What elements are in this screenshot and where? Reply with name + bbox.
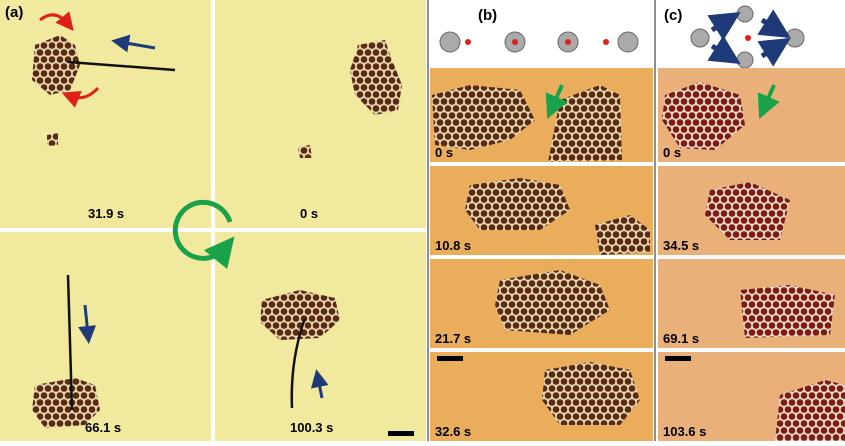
schematic-cluster: [691, 29, 709, 47]
time-label: 31.9 s: [88, 206, 124, 221]
schematic-particle: [512, 39, 518, 45]
scale-bar: [437, 356, 463, 361]
time-label: 0 s: [435, 145, 453, 160]
cluster: [542, 362, 640, 425]
tile: [215, 0, 426, 228]
schematic-cluster: [618, 32, 638, 52]
scale-bar: [388, 431, 414, 436]
schematic-cluster: [440, 32, 460, 52]
schematic-particle: [565, 39, 571, 45]
cluster: [740, 285, 835, 338]
panel-label: (b): [478, 7, 497, 24]
tile: [0, 232, 211, 441]
time-label: 0 s: [300, 206, 318, 221]
scale-bar: [665, 356, 691, 361]
figure: (a) 31.9 s 0 s 66.1 s 100.3 s (b) 0 s 10…: [0, 0, 845, 441]
time-label: 103.6 s: [663, 424, 706, 439]
schematic-cluster: [737, 6, 753, 22]
cluster: [298, 145, 312, 158]
panel-label: (a): [5, 4, 23, 21]
time-label: 32.6 s: [435, 424, 471, 439]
schematic-cluster: [737, 52, 753, 68]
time-label: 34.5 s: [663, 238, 699, 253]
time-label: 69.1 s: [663, 331, 699, 346]
schematic-particle: [745, 35, 751, 41]
panel-b: (b) 0 s 10.8 s 21.7 s 32.6 s: [430, 7, 653, 441]
time-label: 0 s: [663, 145, 681, 160]
panel-label: (c): [664, 7, 682, 24]
time-label: 10.8 s: [435, 238, 471, 253]
cluster: [47, 133, 58, 146]
time-label: 100.3 s: [290, 420, 333, 435]
tile: [0, 0, 211, 228]
time-label: 21.7 s: [435, 331, 471, 346]
panel-c: (c) 0 s 34.5 s 69.1 s 103.6 s: [658, 6, 845, 441]
schematic-particle: [465, 39, 471, 45]
schematic-cluster: [786, 29, 804, 47]
schematic-particle: [603, 39, 609, 45]
time-label: 66.1 s: [85, 420, 121, 435]
